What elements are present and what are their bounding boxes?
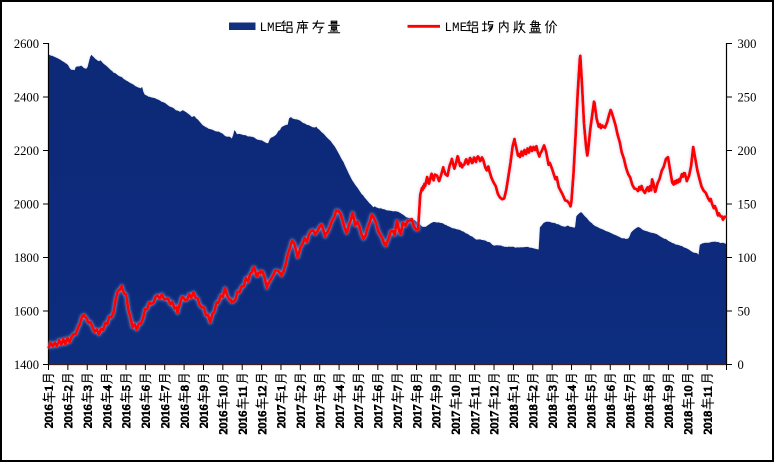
svg-text:2016: 2016 bbox=[158, 404, 172, 428]
svg-text:2016: 2016 bbox=[177, 404, 191, 428]
svg-text:1400: 1400 bbox=[14, 358, 39, 372]
svg-text:2016: 2016 bbox=[80, 404, 94, 428]
svg-text:2018: 2018 bbox=[584, 404, 598, 428]
svg-text:1: 1 bbox=[507, 385, 521, 391]
svg-text:2018: 2018 bbox=[545, 404, 559, 428]
svg-text:6: 6 bbox=[371, 385, 385, 391]
svg-text:10: 10 bbox=[216, 386, 230, 398]
svg-text:2017: 2017 bbox=[410, 404, 424, 428]
svg-text:12: 12 bbox=[255, 386, 269, 398]
svg-text:2: 2 bbox=[294, 385, 308, 391]
svg-text:2018: 2018 bbox=[507, 404, 521, 428]
svg-text:2016: 2016 bbox=[61, 404, 75, 428]
svg-text:2016: 2016 bbox=[42, 404, 56, 428]
svg-text:300: 300 bbox=[738, 37, 757, 51]
svg-text:4: 4 bbox=[332, 385, 346, 391]
svg-text:2016: 2016 bbox=[100, 404, 114, 428]
svg-text:1: 1 bbox=[274, 385, 288, 391]
svg-text:3: 3 bbox=[545, 385, 559, 391]
svg-text:4: 4 bbox=[100, 385, 114, 391]
svg-text:50: 50 bbox=[738, 304, 751, 318]
svg-text:10: 10 bbox=[681, 386, 695, 398]
svg-text:2017: 2017 bbox=[352, 404, 366, 428]
svg-text:200: 200 bbox=[738, 144, 757, 158]
svg-text:2: 2 bbox=[526, 385, 540, 391]
svg-text:11: 11 bbox=[700, 386, 714, 397]
svg-text:250: 250 bbox=[738, 90, 757, 104]
svg-text:3: 3 bbox=[313, 385, 327, 391]
svg-text:7: 7 bbox=[390, 385, 404, 391]
svg-text:0: 0 bbox=[738, 358, 744, 372]
svg-text:9: 9 bbox=[662, 385, 676, 391]
svg-text:2018: 2018 bbox=[700, 411, 714, 435]
svg-text:2018: 2018 bbox=[526, 404, 540, 428]
svg-text:5: 5 bbox=[352, 385, 366, 391]
svg-text:8: 8 bbox=[410, 385, 424, 391]
svg-text:9: 9 bbox=[197, 385, 211, 391]
svg-text:2018: 2018 bbox=[623, 404, 637, 428]
svg-text:1: 1 bbox=[42, 385, 56, 391]
svg-text:2200: 2200 bbox=[14, 144, 39, 158]
svg-text:6: 6 bbox=[139, 385, 153, 391]
svg-text:2017: 2017 bbox=[449, 411, 463, 435]
svg-text:100: 100 bbox=[738, 251, 757, 265]
svg-text:7: 7 bbox=[158, 385, 172, 391]
svg-text:2017: 2017 bbox=[429, 404, 443, 428]
svg-text:9: 9 bbox=[429, 385, 443, 391]
svg-text:2018: 2018 bbox=[662, 404, 676, 428]
svg-text:2017: 2017 bbox=[468, 411, 482, 435]
svg-text:2016: 2016 bbox=[216, 411, 230, 435]
svg-text:1600: 1600 bbox=[14, 304, 39, 318]
svg-text:2017: 2017 bbox=[371, 404, 385, 428]
svg-text:2018: 2018 bbox=[603, 404, 617, 428]
svg-text:2017: 2017 bbox=[313, 404, 327, 428]
svg-text:LME: LME bbox=[445, 21, 468, 35]
svg-text:11: 11 bbox=[468, 386, 482, 397]
svg-text:2018: 2018 bbox=[565, 404, 579, 428]
svg-text:2017: 2017 bbox=[274, 404, 288, 428]
svg-text:2016: 2016 bbox=[197, 404, 211, 428]
svg-text:12: 12 bbox=[487, 386, 501, 398]
svg-text:2018: 2018 bbox=[642, 404, 656, 428]
svg-text:LME: LME bbox=[260, 21, 283, 35]
svg-text:2016: 2016 bbox=[119, 404, 133, 428]
svg-text:2017: 2017 bbox=[390, 404, 404, 428]
svg-text:2000: 2000 bbox=[14, 197, 39, 211]
svg-text:4: 4 bbox=[565, 385, 579, 391]
svg-text:8: 8 bbox=[177, 385, 191, 391]
svg-text:2018: 2018 bbox=[681, 411, 695, 435]
svg-text:2017: 2017 bbox=[487, 411, 501, 435]
svg-text:5: 5 bbox=[119, 385, 133, 391]
svg-text:2400: 2400 bbox=[14, 90, 39, 104]
svg-text:1800: 1800 bbox=[14, 251, 39, 265]
svg-text:8: 8 bbox=[642, 385, 656, 391]
svg-text:150: 150 bbox=[738, 197, 757, 211]
svg-text:2017: 2017 bbox=[332, 404, 346, 428]
svg-text:2016: 2016 bbox=[255, 411, 269, 435]
svg-text:2600: 2600 bbox=[14, 37, 39, 51]
svg-text:6: 6 bbox=[603, 385, 617, 391]
svg-text:2: 2 bbox=[61, 385, 75, 391]
svg-text:2016: 2016 bbox=[139, 404, 153, 428]
svg-text:10: 10 bbox=[449, 386, 463, 398]
svg-text:3: 3 bbox=[80, 385, 94, 391]
svg-text:2017: 2017 bbox=[294, 404, 308, 428]
svg-text:11: 11 bbox=[235, 386, 249, 397]
svg-text:2016: 2016 bbox=[235, 411, 249, 435]
svg-text:5: 5 bbox=[584, 385, 598, 391]
svg-text:7: 7 bbox=[623, 385, 637, 391]
